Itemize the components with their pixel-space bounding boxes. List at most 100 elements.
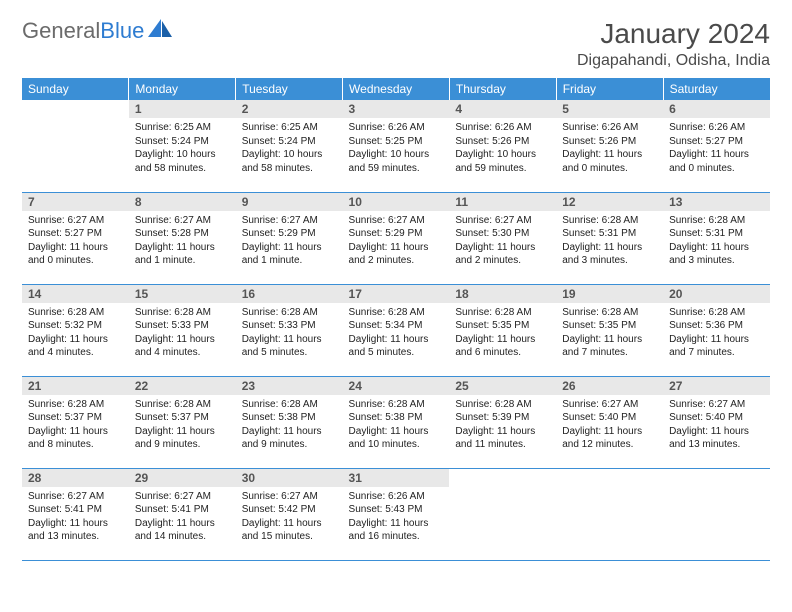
day-number: 31 [343, 469, 450, 487]
day-content: Sunrise: 6:26 AMSunset: 5:26 PMDaylight:… [449, 118, 556, 178]
day-number: 1 [129, 100, 236, 118]
sunset-text: Sunset: 5:37 PM [28, 411, 123, 425]
sunset-text: Sunset: 5:33 PM [135, 319, 230, 333]
sunset-text: Sunset: 5:27 PM [28, 227, 123, 241]
day-number: 20 [663, 285, 770, 303]
daylight-text: Daylight: 11 hours and 6 minutes. [455, 333, 550, 360]
day-content: Sunrise: 6:26 AMSunset: 5:25 PMDaylight:… [343, 118, 450, 178]
calendar-day-cell: 10Sunrise: 6:27 AMSunset: 5:29 PMDayligh… [343, 192, 450, 284]
logo-text-gray: General [22, 18, 100, 43]
sunset-text: Sunset: 5:43 PM [349, 503, 444, 517]
day-content: Sunrise: 6:28 AMSunset: 5:38 PMDaylight:… [343, 395, 450, 455]
sunrise-text: Sunrise: 6:28 AM [669, 306, 764, 320]
sunrise-text: Sunrise: 6:26 AM [349, 121, 444, 135]
daylight-text: Daylight: 10 hours and 59 minutes. [455, 148, 550, 175]
sunrise-text: Sunrise: 6:26 AM [349, 490, 444, 504]
day-number: 4 [449, 100, 556, 118]
daylight-text: Daylight: 11 hours and 13 minutes. [28, 517, 123, 544]
calendar-day-cell: 1Sunrise: 6:25 AMSunset: 5:24 PMDaylight… [129, 100, 236, 192]
sunset-text: Sunset: 5:31 PM [562, 227, 657, 241]
day-number: 22 [129, 377, 236, 395]
sunset-text: Sunset: 5:35 PM [455, 319, 550, 333]
day-content: Sunrise: 6:28 AMSunset: 5:38 PMDaylight:… [236, 395, 343, 455]
calendar-day-cell: 16Sunrise: 6:28 AMSunset: 5:33 PMDayligh… [236, 284, 343, 376]
sunset-text: Sunset: 5:29 PM [242, 227, 337, 241]
day-number: 13 [663, 193, 770, 211]
day-number: 7 [22, 193, 129, 211]
calendar-day-cell: 22Sunrise: 6:28 AMSunset: 5:37 PMDayligh… [129, 376, 236, 468]
day-content: Sunrise: 6:28 AMSunset: 5:37 PMDaylight:… [22, 395, 129, 455]
calendar-day-cell: 6Sunrise: 6:26 AMSunset: 5:27 PMDaylight… [663, 100, 770, 192]
daylight-text: Daylight: 11 hours and 1 minute. [242, 241, 337, 268]
day-content: Sunrise: 6:27 AMSunset: 5:29 PMDaylight:… [236, 211, 343, 271]
day-content: Sunrise: 6:26 AMSunset: 5:26 PMDaylight:… [556, 118, 663, 178]
sunset-text: Sunset: 5:35 PM [562, 319, 657, 333]
day-content: Sunrise: 6:28 AMSunset: 5:31 PMDaylight:… [663, 211, 770, 271]
daylight-text: Daylight: 11 hours and 7 minutes. [669, 333, 764, 360]
calendar-day-cell: 3Sunrise: 6:26 AMSunset: 5:25 PMDaylight… [343, 100, 450, 192]
day-number: 19 [556, 285, 663, 303]
day-content: Sunrise: 6:28 AMSunset: 5:32 PMDaylight:… [22, 303, 129, 363]
sunrise-text: Sunrise: 6:27 AM [669, 398, 764, 412]
daylight-text: Daylight: 11 hours and 9 minutes. [135, 425, 230, 452]
sunrise-text: Sunrise: 6:26 AM [455, 121, 550, 135]
sunset-text: Sunset: 5:41 PM [28, 503, 123, 517]
calendar-day-cell: 25Sunrise: 6:28 AMSunset: 5:39 PMDayligh… [449, 376, 556, 468]
day-content: Sunrise: 6:27 AMSunset: 5:30 PMDaylight:… [449, 211, 556, 271]
sunset-text: Sunset: 5:31 PM [669, 227, 764, 241]
sunrise-text: Sunrise: 6:28 AM [562, 306, 657, 320]
calendar-day-cell: 4Sunrise: 6:26 AMSunset: 5:26 PMDaylight… [449, 100, 556, 192]
sunset-text: Sunset: 5:26 PM [455, 135, 550, 149]
day-number: 6 [663, 100, 770, 118]
daylight-text: Daylight: 11 hours and 8 minutes. [28, 425, 123, 452]
day-number: 5 [556, 100, 663, 118]
sunset-text: Sunset: 5:30 PM [455, 227, 550, 241]
weekday-header: Monday [129, 78, 236, 100]
calendar-day-cell: 20Sunrise: 6:28 AMSunset: 5:36 PMDayligh… [663, 284, 770, 376]
day-content: Sunrise: 6:27 AMSunset: 5:40 PMDaylight:… [663, 395, 770, 455]
sunrise-text: Sunrise: 6:28 AM [349, 306, 444, 320]
day-content: Sunrise: 6:26 AMSunset: 5:27 PMDaylight:… [663, 118, 770, 178]
sunrise-text: Sunrise: 6:28 AM [135, 306, 230, 320]
daylight-text: Daylight: 11 hours and 10 minutes. [349, 425, 444, 452]
calendar-week-row: 21Sunrise: 6:28 AMSunset: 5:37 PMDayligh… [22, 376, 770, 468]
day-content: Sunrise: 6:27 AMSunset: 5:28 PMDaylight:… [129, 211, 236, 271]
day-content: Sunrise: 6:28 AMSunset: 5:39 PMDaylight:… [449, 395, 556, 455]
daylight-text: Daylight: 11 hours and 4 minutes. [135, 333, 230, 360]
day-number: 3 [343, 100, 450, 118]
day-content: Sunrise: 6:27 AMSunset: 5:42 PMDaylight:… [236, 487, 343, 547]
sunset-text: Sunset: 5:38 PM [349, 411, 444, 425]
logo-text-blue: Blue [100, 18, 144, 43]
day-content: Sunrise: 6:28 AMSunset: 5:34 PMDaylight:… [343, 303, 450, 363]
sunrise-text: Sunrise: 6:27 AM [135, 214, 230, 228]
sunrise-text: Sunrise: 6:27 AM [242, 214, 337, 228]
month-title: January 2024 [577, 18, 770, 50]
day-number: 10 [343, 193, 450, 211]
sunset-text: Sunset: 5:40 PM [669, 411, 764, 425]
daylight-text: Daylight: 11 hours and 9 minutes. [242, 425, 337, 452]
calendar-day-cell: 5Sunrise: 6:26 AMSunset: 5:26 PMDaylight… [556, 100, 663, 192]
sunrise-text: Sunrise: 6:27 AM [28, 214, 123, 228]
sunset-text: Sunset: 5:24 PM [135, 135, 230, 149]
weekday-header: Saturday [663, 78, 770, 100]
day-content: Sunrise: 6:27 AMSunset: 5:41 PMDaylight:… [129, 487, 236, 547]
calendar-week-row: 7Sunrise: 6:27 AMSunset: 5:27 PMDaylight… [22, 192, 770, 284]
day-content: Sunrise: 6:28 AMSunset: 5:33 PMDaylight:… [129, 303, 236, 363]
daylight-text: Daylight: 11 hours and 1 minute. [135, 241, 230, 268]
logo: GeneralBlue [22, 18, 174, 44]
calendar-table: SundayMondayTuesdayWednesdayThursdayFrid… [22, 78, 770, 561]
day-number: 27 [663, 377, 770, 395]
calendar-day-cell: 2Sunrise: 6:25 AMSunset: 5:24 PMDaylight… [236, 100, 343, 192]
sunset-text: Sunset: 5:27 PM [669, 135, 764, 149]
sunrise-text: Sunrise: 6:28 AM [242, 398, 337, 412]
calendar-day-cell: 9Sunrise: 6:27 AMSunset: 5:29 PMDaylight… [236, 192, 343, 284]
calendar-day-cell: 28Sunrise: 6:27 AMSunset: 5:41 PMDayligh… [22, 468, 129, 560]
location-label: Digapahandi, Odisha, India [577, 52, 770, 70]
day-number: 8 [129, 193, 236, 211]
sail-icon [148, 19, 174, 44]
calendar-day-cell: 17Sunrise: 6:28 AMSunset: 5:34 PMDayligh… [343, 284, 450, 376]
day-number: 26 [556, 377, 663, 395]
day-content: Sunrise: 6:28 AMSunset: 5:37 PMDaylight:… [129, 395, 236, 455]
sunset-text: Sunset: 5:32 PM [28, 319, 123, 333]
calendar-day-cell: 31Sunrise: 6:26 AMSunset: 5:43 PMDayligh… [343, 468, 450, 560]
